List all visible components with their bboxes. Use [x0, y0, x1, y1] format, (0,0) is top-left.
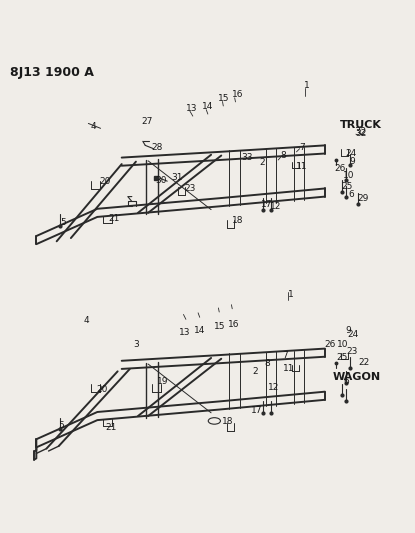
- Text: 27: 27: [141, 117, 153, 125]
- Text: 4: 4: [90, 122, 96, 131]
- Text: 8J13 1900 A: 8J13 1900 A: [10, 66, 94, 79]
- Text: 1: 1: [304, 81, 310, 90]
- Text: 17: 17: [261, 200, 273, 209]
- Text: 18: 18: [232, 216, 243, 225]
- Text: 14: 14: [202, 102, 214, 111]
- Text: TRUCK: TRUCK: [340, 120, 382, 130]
- Text: 6: 6: [349, 190, 354, 199]
- Text: 8: 8: [281, 151, 286, 160]
- Text: 13: 13: [179, 328, 190, 337]
- Text: 11: 11: [295, 163, 307, 172]
- Text: 9: 9: [346, 326, 352, 335]
- Text: 16: 16: [232, 91, 243, 100]
- Text: 30: 30: [156, 176, 167, 185]
- Text: 17: 17: [251, 406, 262, 415]
- Text: 22: 22: [358, 358, 369, 367]
- Text: 15: 15: [218, 94, 230, 103]
- Text: 9: 9: [350, 157, 355, 166]
- Text: 29: 29: [358, 193, 369, 203]
- Text: 24: 24: [347, 330, 358, 340]
- Text: 11: 11: [283, 365, 295, 374]
- Text: 21: 21: [106, 423, 117, 432]
- Text: 26: 26: [334, 164, 346, 173]
- Ellipse shape: [208, 418, 220, 424]
- Text: 10: 10: [337, 340, 349, 349]
- Text: 12: 12: [269, 383, 280, 392]
- Text: 28: 28: [152, 143, 163, 152]
- Text: 20: 20: [99, 177, 110, 187]
- Text: 24: 24: [346, 149, 357, 158]
- Text: 10: 10: [343, 171, 354, 180]
- Text: 14: 14: [194, 326, 205, 335]
- Text: 18: 18: [222, 417, 234, 426]
- Text: 20: 20: [97, 385, 108, 394]
- Text: 32: 32: [355, 128, 366, 138]
- Text: 5: 5: [59, 421, 64, 430]
- Text: 2: 2: [252, 367, 258, 376]
- Text: 2: 2: [259, 158, 265, 167]
- Text: 32: 32: [354, 126, 367, 136]
- Text: 5: 5: [60, 218, 66, 227]
- Text: 15: 15: [214, 322, 226, 331]
- Text: 13: 13: [186, 104, 198, 114]
- Text: 3: 3: [133, 340, 139, 349]
- Text: 31: 31: [171, 173, 182, 182]
- Text: 33: 33: [241, 153, 253, 162]
- Text: 23: 23: [184, 184, 195, 193]
- Text: 19: 19: [157, 377, 169, 385]
- Text: 12: 12: [270, 202, 281, 211]
- Text: 26: 26: [324, 340, 335, 349]
- Text: 7: 7: [282, 351, 288, 360]
- Text: 4: 4: [83, 316, 89, 325]
- Text: 21: 21: [109, 214, 120, 223]
- Text: 6: 6: [343, 377, 349, 385]
- Text: 1: 1: [288, 289, 293, 298]
- Text: 25: 25: [336, 353, 348, 362]
- Text: 8: 8: [264, 359, 270, 368]
- Text: 23: 23: [347, 346, 358, 356]
- Text: 25: 25: [342, 182, 353, 190]
- Text: 7: 7: [300, 143, 305, 152]
- Text: 16: 16: [228, 320, 239, 329]
- Text: WAGON: WAGON: [332, 372, 381, 382]
